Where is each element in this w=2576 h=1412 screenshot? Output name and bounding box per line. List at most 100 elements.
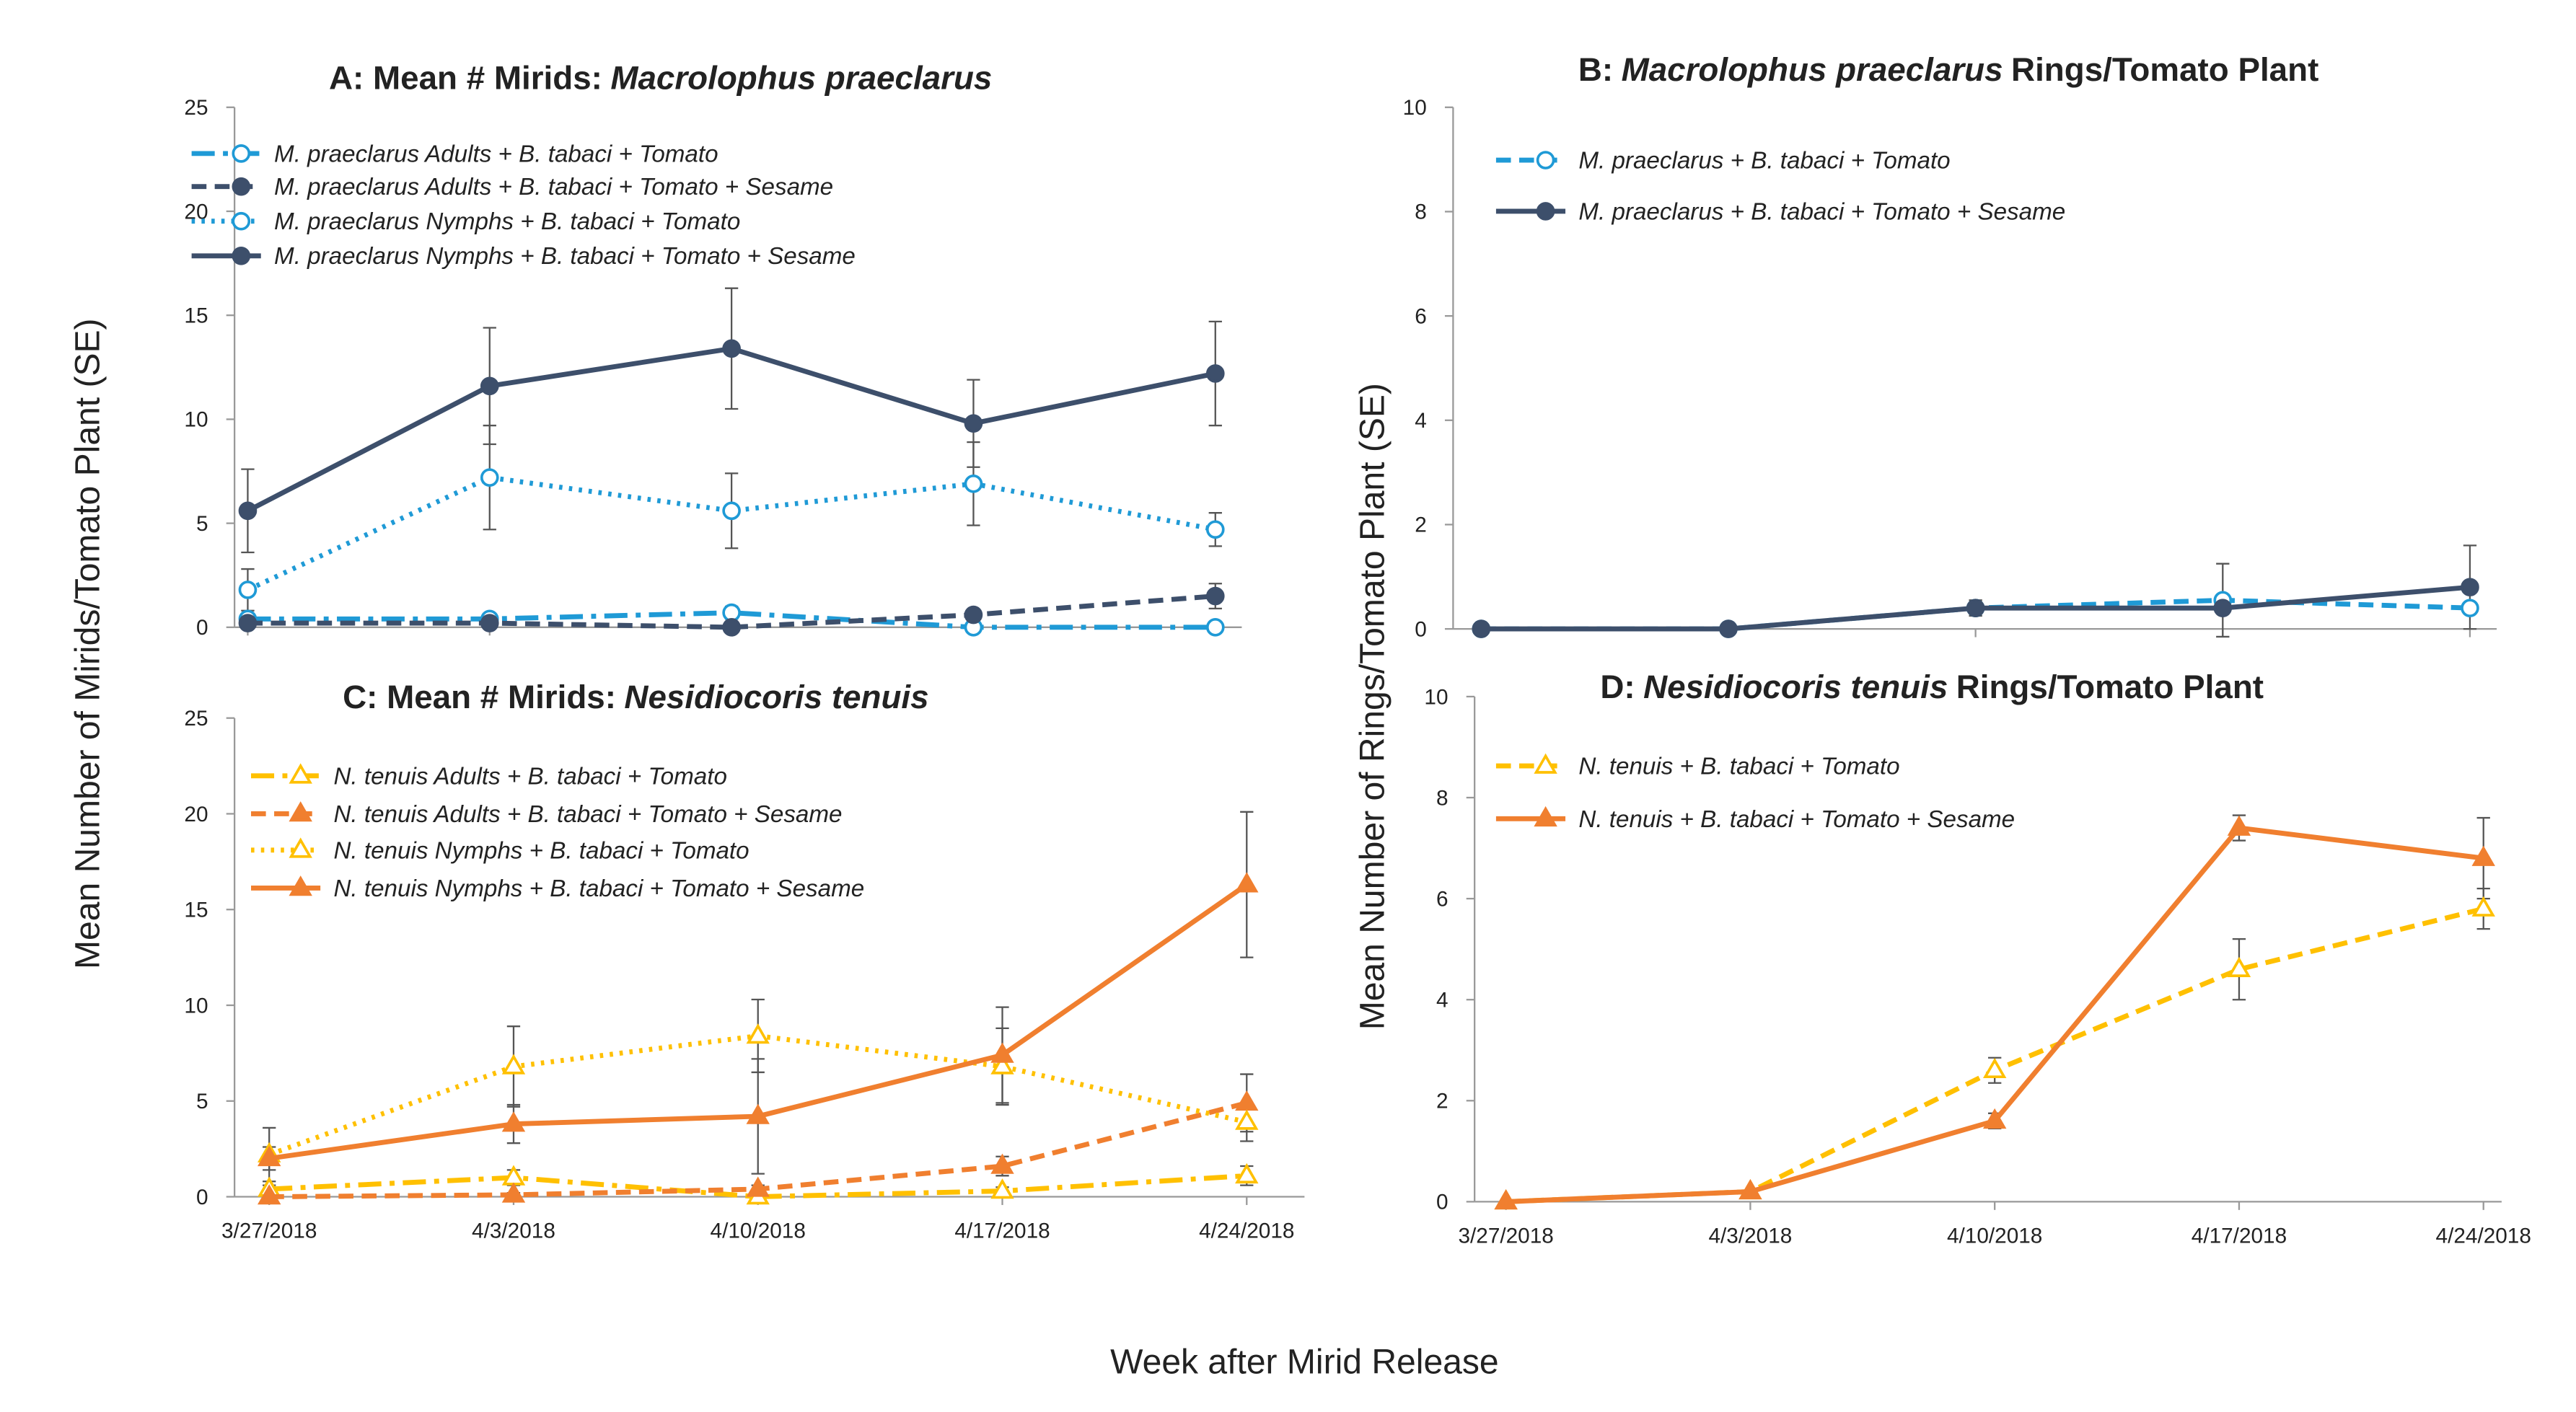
x-tick-label: 4/3/2018: [472, 1219, 555, 1243]
title-part: Rings/Tomato Plant: [2011, 51, 2318, 88]
legend-label: N. tenuis Adults + B. tabaci + Tomato: [333, 763, 726, 790]
legend-marker: [289, 801, 312, 822]
chart-title: D: Nesidiocoris tenuis Rings/Tomato Plant: [1600, 669, 2264, 705]
legend-label: M. praeclarus + B. tabaci + Tomato + Ses…: [1578, 198, 2065, 225]
legend-label: N. tenuis Nymphs + B. tabaci + Tomato: [333, 837, 749, 864]
y-tick-label: 10: [1403, 96, 1427, 120]
data-point: [990, 1178, 1014, 1199]
y-axis-label: Mean Number of Mirids/Tomato Plant (SE): [68, 318, 107, 969]
data-point: [722, 617, 741, 637]
legend-label: N. tenuis Adults + B. tabaci + Tomato + …: [333, 801, 842, 828]
data-point: [1494, 1188, 1518, 1210]
title-part: Macrolophus praeclarus: [1622, 51, 2003, 88]
legend-label: M. praeclarus Nymphs + B. tabaci + Tomat…: [274, 208, 740, 235]
data-point: [501, 1054, 526, 1075]
data-point: [1205, 586, 1225, 606]
y-tick-label: 0: [196, 616, 208, 640]
x-tick-label: 4/10/2018: [1947, 1225, 2042, 1248]
data-point: [964, 414, 983, 433]
title-part: C: Mean # Mirids:: [343, 679, 616, 715]
title-part: Macrolophus praeclarus: [610, 60, 992, 97]
chart-title: B: Macrolophus praeclarus Rings/Tomato Pla…: [1578, 51, 2319, 88]
data-point: [257, 1184, 281, 1205]
series-line: [1505, 825, 2484, 1204]
data-point: [990, 1054, 1014, 1075]
data-point: [1966, 599, 1985, 617]
data-point: [1472, 619, 1491, 638]
data-point: [238, 614, 258, 632]
legend-label: N. tenuis Nymphs + B. tabaci + Tomato + …: [333, 875, 864, 902]
y-tick-label: 6: [1436, 887, 1449, 911]
x-tick-label: 4/17/2018: [954, 1219, 1050, 1243]
legend-marker: [1534, 753, 1557, 774]
x-axis-label: Week after Mirid Release: [1110, 1342, 1499, 1381]
data-point: [746, 1103, 770, 1124]
data-point: [257, 1146, 281, 1167]
data-point: [1982, 1108, 2007, 1129]
title-part: D:: [1600, 669, 1635, 705]
series-line: [1505, 906, 2484, 1204]
legend-label: M. praeclarus Adults + B. tabaci + Tomat…: [274, 174, 833, 200]
data-point: [501, 1111, 526, 1132]
y-tick-label: 10: [184, 994, 208, 1018]
chart-title: A: Mean # Mirids: Macrolophus praeclarus: [329, 60, 992, 97]
data-point: [480, 376, 499, 396]
data-point: [746, 1176, 770, 1197]
data-point: [2471, 896, 2495, 917]
y-tick-label: 4: [1415, 409, 1427, 433]
data-point: [722, 501, 741, 521]
x-tick-label: 4/10/2018: [711, 1219, 806, 1243]
legend-label: N. tenuis + B. tabaci + Tomato + Sesame: [1578, 806, 2015, 833]
y-tick-label: 8: [1436, 786, 1449, 810]
legend-marker: [289, 875, 312, 896]
data-point: [2227, 956, 2251, 977]
data-point: [1205, 520, 1225, 539]
data-point: [1719, 619, 1738, 638]
legend-marker: [232, 246, 251, 265]
y-tick-label: 20: [184, 803, 208, 826]
y-tick-label: 15: [184, 899, 208, 922]
y-tick-label: 10: [184, 408, 208, 432]
y-tick-label: 0: [1415, 617, 1427, 641]
data-point: [1235, 1090, 1259, 1111]
legend-label: M. praeclarus Adults + B. tabaci + Tomat…: [274, 141, 718, 167]
x-tick-label: 4/24/2018: [1199, 1219, 1294, 1243]
y-tick-label: 4: [1436, 989, 1449, 1012]
y-tick-label: 5: [196, 512, 208, 536]
data-point: [480, 468, 499, 487]
data-point: [964, 605, 983, 625]
data-point: [1235, 872, 1259, 893]
title-part: A: Mean # Mirids:: [329, 60, 602, 97]
data-point: [722, 339, 741, 358]
data-point: [964, 474, 983, 493]
data-point: [1235, 1162, 1259, 1184]
series-line: [269, 1173, 1247, 1199]
legend-label: M. praeclarus + B. tabaci + Tomato: [1578, 147, 1950, 174]
title-part: Rings/Tomato Plant: [1956, 669, 2264, 705]
legend-marker: [289, 763, 312, 784]
legend-marker: [232, 177, 251, 196]
data-point: [480, 614, 499, 632]
data-point: [990, 1042, 1014, 1063]
data-point: [2461, 599, 2479, 617]
title-part: Nesidiocoris tenuis: [624, 679, 928, 715]
y-tick-label: 25: [184, 96, 208, 120]
x-tick-label: 3/27/2018: [221, 1219, 317, 1243]
data-point: [990, 1153, 1014, 1174]
x-tick-label: 4/24/2018: [2436, 1225, 2531, 1248]
data-point: [501, 1182, 526, 1203]
legend-marker: [289, 837, 312, 858]
data-point: [2471, 845, 2495, 866]
y-tick-label: 5: [196, 1090, 208, 1113]
legend-label: N. tenuis + B. tabaci + Tomato: [1578, 754, 1899, 780]
legend-marker: [232, 211, 251, 231]
data-point: [1982, 1057, 2007, 1079]
legend-marker: [1536, 202, 1555, 221]
series-line: [247, 610, 1216, 630]
data-point: [746, 1023, 770, 1044]
data-point: [1235, 1109, 1259, 1130]
data-point: [2227, 815, 2251, 836]
y-tick-label: 0: [196, 1186, 208, 1209]
y-tick-label: 8: [1415, 200, 1427, 224]
y-tick-label: 10: [1424, 685, 1448, 709]
